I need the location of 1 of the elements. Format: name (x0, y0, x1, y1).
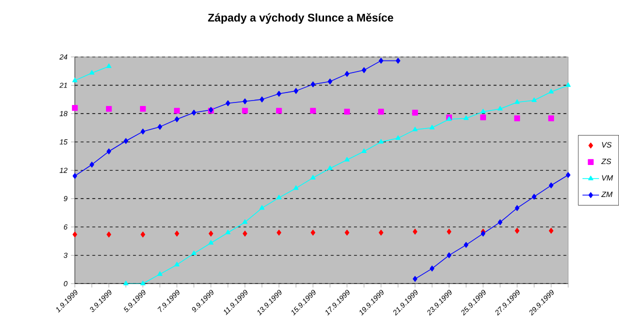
chart-title: Západy a východy Slunce a Měsíce (208, 13, 394, 24)
